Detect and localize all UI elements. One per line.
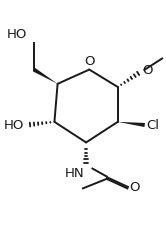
Text: Cl: Cl [146, 119, 159, 131]
Polygon shape [118, 122, 145, 127]
Polygon shape [33, 68, 58, 84]
Text: O: O [130, 181, 140, 194]
Text: HO: HO [4, 119, 24, 131]
Text: HO: HO [7, 28, 28, 41]
Text: HN: HN [65, 167, 84, 180]
Text: O: O [84, 55, 94, 68]
Text: O: O [142, 64, 153, 77]
